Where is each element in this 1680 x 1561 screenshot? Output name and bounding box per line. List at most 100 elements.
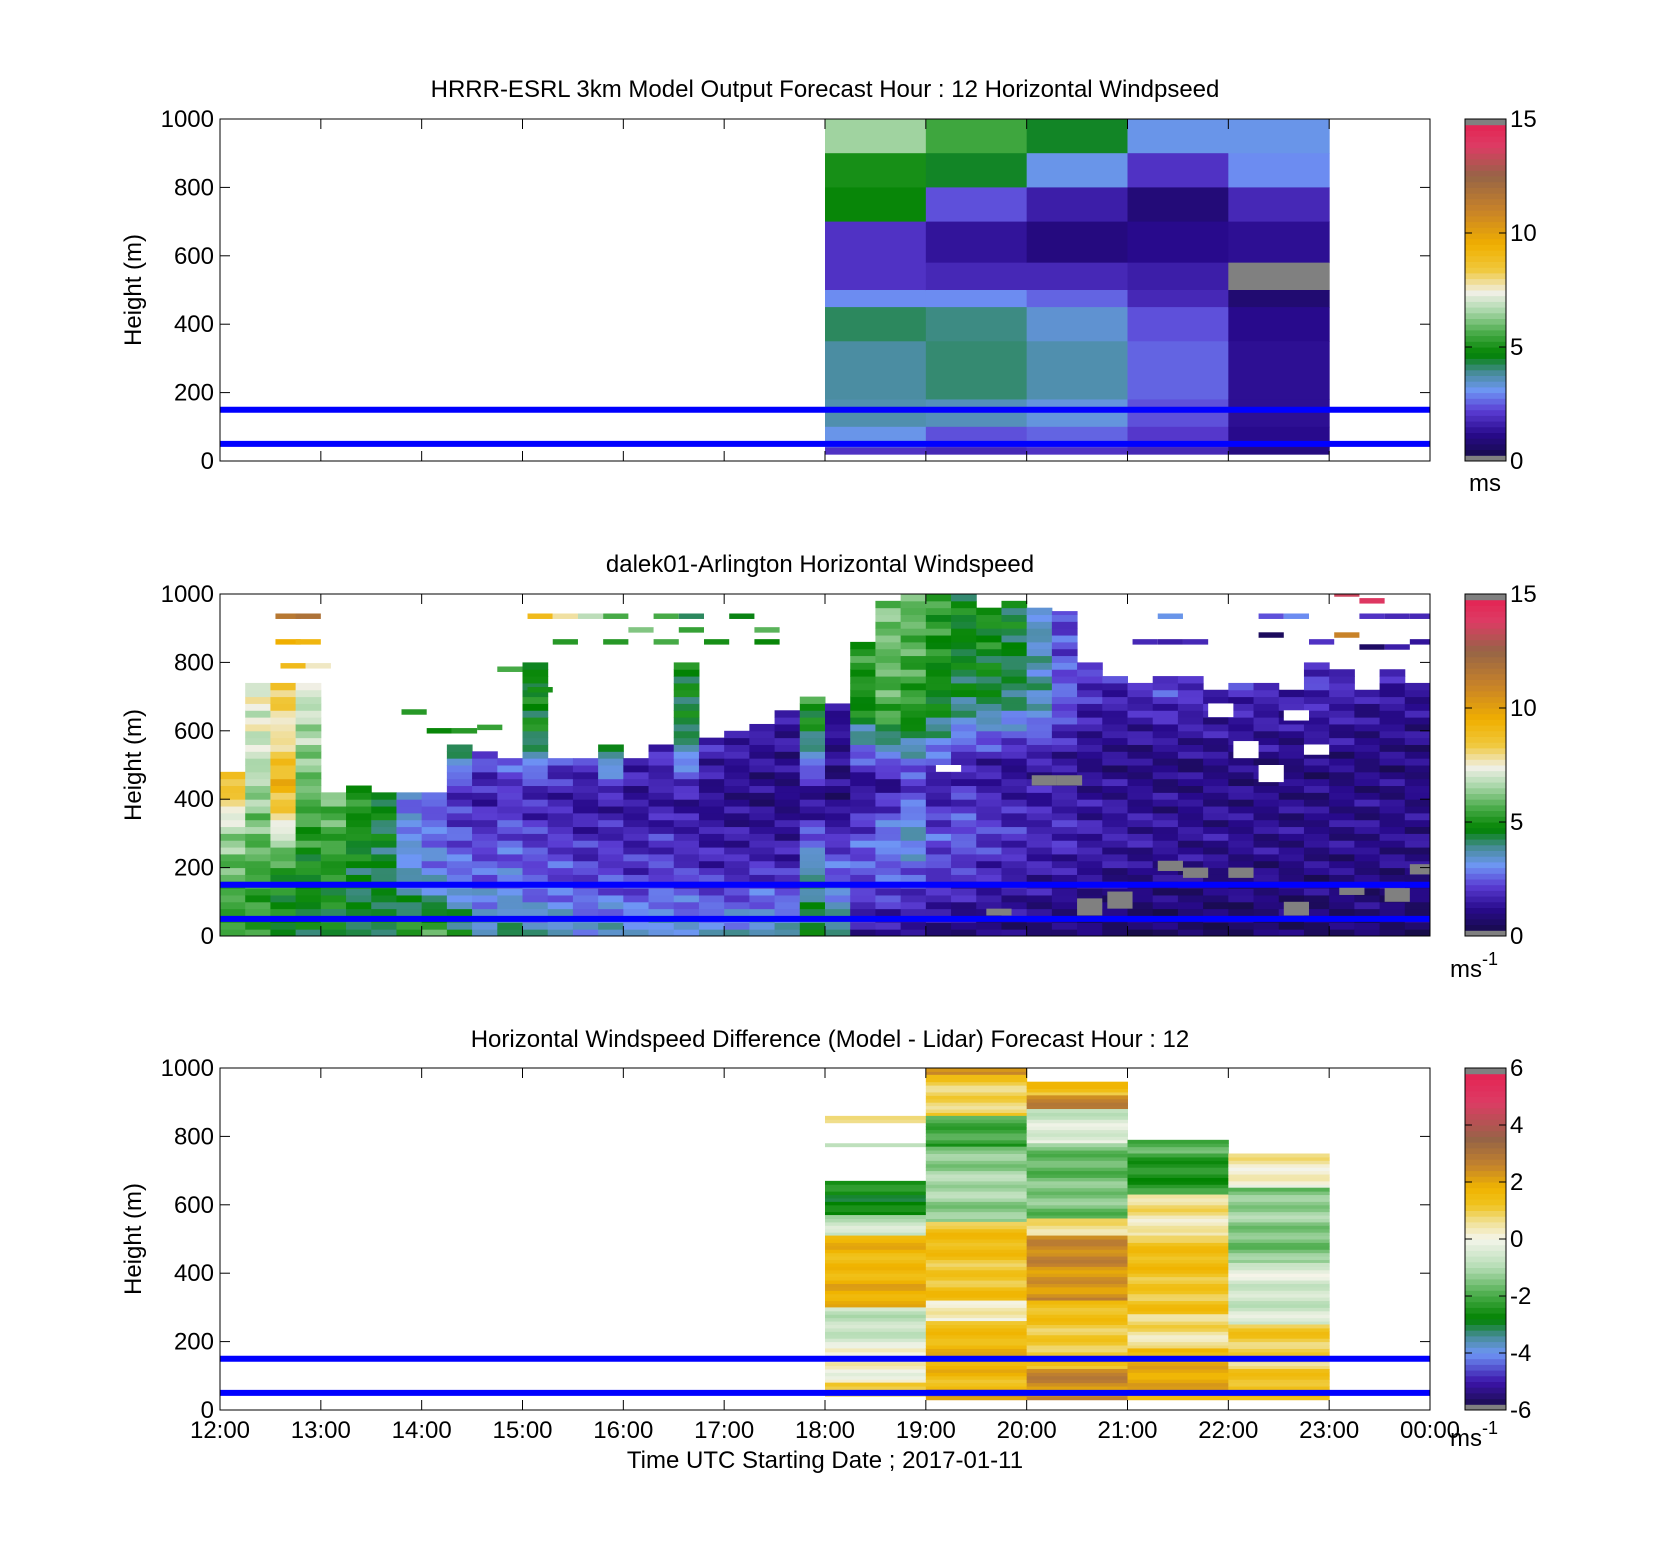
heatmap-cell xyxy=(572,847,599,855)
heatmap-cell xyxy=(774,723,801,732)
colorbar-step xyxy=(1465,1130,1506,1137)
heatmap-cell xyxy=(1077,922,1103,930)
heatmap-cell xyxy=(1354,812,1381,821)
heatmap-cell xyxy=(1026,1091,1128,1096)
heatmap-cell xyxy=(1051,929,1078,936)
heatmap-cell xyxy=(875,689,902,698)
colorbar-scale xyxy=(1464,593,1507,937)
heatmap-cell xyxy=(1278,792,1305,800)
heatmap-cell xyxy=(396,812,423,821)
heatmap-cell xyxy=(472,929,498,936)
heatmap-cell xyxy=(1051,758,1078,766)
heatmap-cell xyxy=(1506,799,1532,806)
heatmap-cell xyxy=(900,621,927,629)
heatmap-cell xyxy=(1632,915,1658,922)
heatmap-cell xyxy=(1127,1372,1229,1377)
heatmap-cell xyxy=(850,689,876,698)
heatmap-cell xyxy=(825,1115,927,1120)
heatmap-cell xyxy=(825,730,851,739)
heatmap-cell xyxy=(497,853,523,862)
heatmap-cell xyxy=(1581,929,1607,936)
heatmap-cell xyxy=(1228,826,1255,834)
heatmap-cell xyxy=(1127,262,1229,291)
heatmap-cell xyxy=(1127,853,1154,862)
heatmap-cell xyxy=(1581,861,1607,868)
heatmap-cell xyxy=(1379,744,1406,752)
heatmap-cell xyxy=(648,799,675,807)
heatmap-cell xyxy=(749,730,776,739)
heatmap-cell xyxy=(1077,751,1103,759)
heatmap-cell xyxy=(1102,778,1128,787)
heatmap-cell xyxy=(1127,1252,1229,1257)
heatmap-cell xyxy=(1228,689,1255,698)
heatmap-cell xyxy=(1051,819,1078,828)
heatmap-cell xyxy=(925,1126,1028,1131)
heatmap-cell xyxy=(900,600,927,609)
heatmap-cell xyxy=(1127,1338,1229,1343)
colorbar-step xyxy=(1465,753,1506,760)
heatmap-cell xyxy=(598,840,624,848)
heatmap-cell xyxy=(774,888,801,896)
heatmap-cell xyxy=(850,703,876,711)
heatmap-cell xyxy=(1026,696,1053,704)
heatmap-cell xyxy=(698,833,725,841)
heatmap-cell xyxy=(1127,399,1229,428)
heatmap-cell xyxy=(1026,819,1053,828)
heatmap-cell xyxy=(477,724,503,731)
heatmap-cell xyxy=(825,1269,927,1274)
heatmap-cell xyxy=(1127,1362,1229,1367)
heatmap-cell xyxy=(825,1286,927,1291)
heatmap-cell xyxy=(850,860,876,869)
heatmap-cell xyxy=(1228,1382,1330,1387)
heatmap-cell xyxy=(1127,771,1154,780)
colorbar-step xyxy=(1465,673,1506,680)
colorbar-tick-label: 0 xyxy=(1510,923,1523,950)
heatmap-cell xyxy=(1026,1122,1128,1127)
heatmap-cell xyxy=(522,929,549,936)
heatmap-cell xyxy=(1531,676,1557,683)
heatmap-cell xyxy=(1303,833,1330,841)
heatmap-cell xyxy=(1228,1351,1330,1356)
y-tick-label: 0 xyxy=(201,448,214,475)
heatmap-cell xyxy=(1404,806,1430,814)
heatmap-cell xyxy=(522,717,549,725)
heatmap-cell xyxy=(295,737,322,745)
heatmap-cell xyxy=(749,723,776,732)
colorbar-step xyxy=(1465,193,1506,200)
heatmap-cell xyxy=(1329,847,1355,855)
heatmap-cell xyxy=(1657,765,1680,772)
heatmap-cell xyxy=(522,669,549,677)
heatmap-cell xyxy=(1606,813,1632,820)
panel-difference: Horizontal Windspeed Difference (Model -… xyxy=(120,1026,1531,1474)
heatmap-cell xyxy=(1430,786,1456,793)
heatmap-cell xyxy=(729,613,755,619)
heatmap-cell xyxy=(951,594,977,602)
heatmap-cell xyxy=(850,847,876,855)
heatmap-cell xyxy=(371,833,397,841)
heatmap-cell xyxy=(1354,785,1381,793)
heatmap-cell xyxy=(925,1252,1028,1257)
heatmap-cell xyxy=(1606,922,1632,929)
heatmap-cell xyxy=(850,655,876,663)
heatmap-cell xyxy=(1026,765,1053,773)
heatmap-cell xyxy=(1228,819,1255,828)
heatmap-cell xyxy=(220,901,246,910)
heatmap-cell xyxy=(1359,598,1385,604)
heatmap-cell xyxy=(1026,635,1053,643)
heatmap-cell xyxy=(1632,724,1658,731)
heatmap-cell xyxy=(396,888,423,896)
colorbar-step xyxy=(1465,1381,1506,1388)
heatmap-cell xyxy=(346,826,372,834)
heatmap-cell xyxy=(1026,1252,1128,1257)
heatmap-cell xyxy=(1303,929,1330,936)
heatmap-cell xyxy=(270,785,297,793)
heatmap-cell xyxy=(1581,765,1607,772)
heatmap-cell xyxy=(1077,929,1103,936)
heatmap-cell xyxy=(1657,868,1680,875)
heatmap-cell xyxy=(951,778,977,787)
colorbar-step xyxy=(1465,1335,1506,1343)
heatmap-cell xyxy=(1127,1286,1229,1291)
heatmap-cell xyxy=(825,1362,927,1367)
